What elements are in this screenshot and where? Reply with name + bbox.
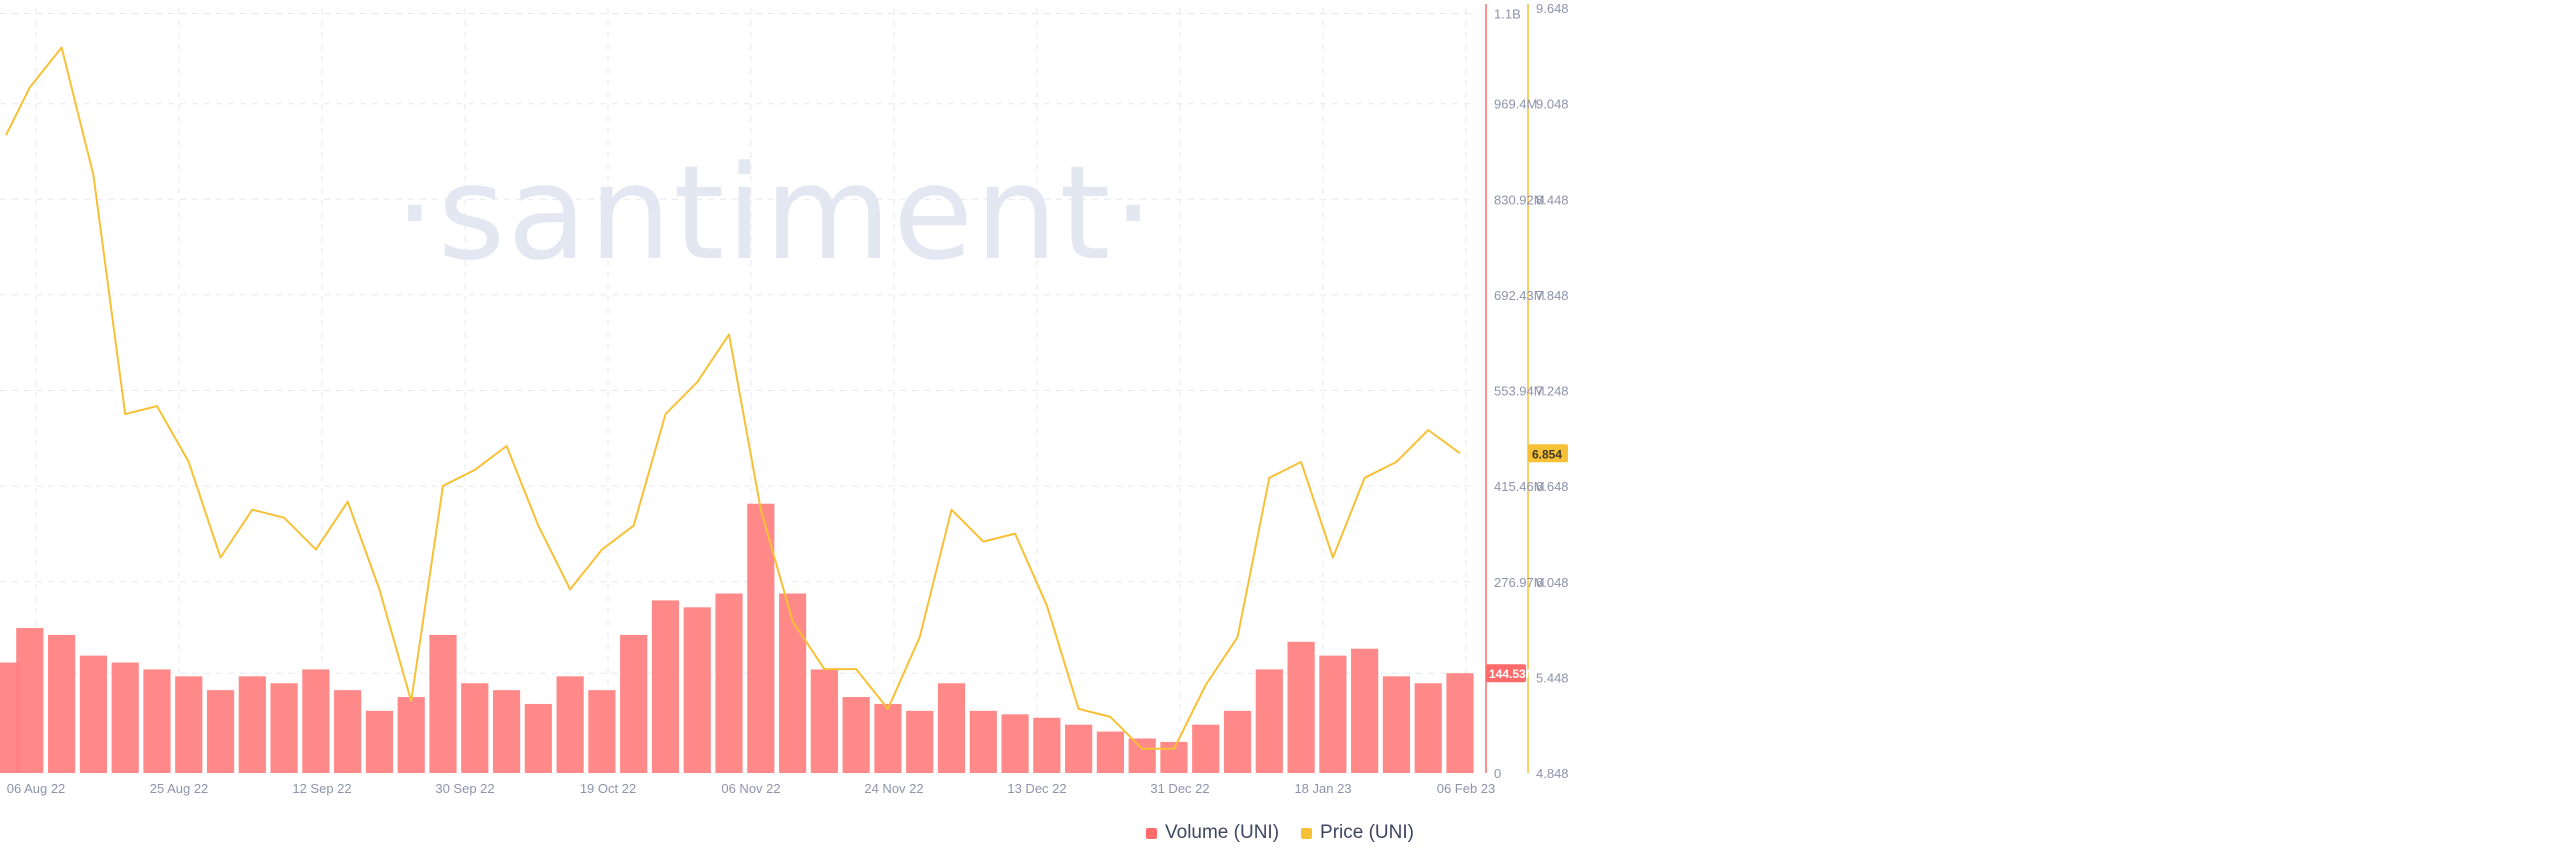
- volume-bar: [397, 697, 425, 773]
- volume-bar: [810, 669, 838, 773]
- volume-bar: [16, 628, 44, 773]
- volume-bar: [1446, 673, 1474, 773]
- price-current-badge: [1528, 444, 1568, 463]
- volume-bar: [270, 683, 298, 773]
- volume-bar: [206, 690, 235, 773]
- volume-bar: [429, 634, 457, 773]
- volume-bar: [1001, 714, 1029, 773]
- legend-label-volume: Volume (UNI): [1165, 822, 1280, 843]
- volume-bar: [48, 634, 76, 773]
- volume-bar: [1319, 655, 1347, 773]
- volume-bar: [1033, 717, 1061, 773]
- x-tick-label: 30 Sep 22: [435, 781, 494, 796]
- price-current-value: 6.854: [1532, 447, 1562, 461]
- x-tick-label: 13 Dec 22: [1007, 781, 1066, 796]
- price-axis-tick: 7.248: [1536, 384, 1569, 399]
- volume-bar: [874, 703, 902, 773]
- volume-bar: [1128, 738, 1156, 773]
- volume-axis-tick: 415.46M: [1494, 479, 1545, 494]
- x-tick-label: 18 Jan 23: [1294, 781, 1351, 796]
- x-tick-label: 12 Sep 22: [292, 781, 351, 796]
- legend-item-volume[interactable]: Volume (UNI): [1146, 822, 1279, 844]
- volume-current-badge: [1486, 664, 1526, 683]
- volume-current-value: 144.53M: [1489, 667, 1536, 681]
- volume-bar: [1223, 710, 1252, 773]
- volume-bar: [1351, 648, 1379, 773]
- volume-bar: [461, 683, 489, 773]
- volume-bar: [524, 703, 552, 773]
- volume-axis-tick: 276.97M: [1494, 575, 1545, 590]
- legend-label-price: Price (UNI): [1320, 822, 1414, 843]
- volume-axis-tick: 969.4M: [1494, 97, 1537, 112]
- volume-axis-tick: 692.43M: [1494, 288, 1545, 303]
- volume-bar: [683, 607, 711, 773]
- price-axis-tick: 6.648: [1536, 479, 1569, 494]
- volume-bar: [1414, 683, 1442, 773]
- x-tick-label: 25 Aug 22: [150, 781, 209, 796]
- price-axis-tick: 9.648: [1536, 1, 1569, 16]
- volume-bar: [937, 683, 966, 773]
- volume-bar: [302, 669, 330, 773]
- x-tick-label: 06 Aug 22: [7, 781, 66, 796]
- volume-bar: [778, 593, 807, 773]
- volume-axis-tick: 830.92M: [1494, 192, 1545, 207]
- price-line: [5, 46, 1461, 750]
- volume-bar: [1160, 741, 1188, 773]
- volume-bar: [1192, 724, 1220, 773]
- volume-bar: [747, 503, 775, 773]
- volume-bar: [492, 690, 521, 773]
- volume-bar: [969, 710, 997, 773]
- chart-legend: Volume (UNI) Price (UNI): [0, 818, 2560, 848]
- price-axis-tick: 7.848: [1536, 288, 1569, 303]
- x-tick-label: 24 Nov 22: [864, 781, 923, 796]
- volume-bar: [143, 669, 171, 773]
- price-axis-tick: 9.048: [1536, 97, 1569, 112]
- volume-bar: [1287, 641, 1315, 773]
- volume-bar: [0, 662, 20, 773]
- volume-bar: [1255, 669, 1283, 773]
- volume-bar: [651, 600, 680, 773]
- volume-axis-tick: 553.94M: [1494, 384, 1545, 399]
- volume-axis-tick: 0: [1494, 766, 1501, 781]
- volume-bar: [1096, 731, 1125, 773]
- price-axis-tick: 4.848: [1536, 766, 1569, 781]
- x-tick-label: 06 Nov 22: [721, 781, 780, 796]
- price-axis-tick: 8.448: [1536, 192, 1569, 207]
- volume-bar: [1065, 724, 1093, 773]
- volume-bar: [175, 676, 203, 773]
- volume-legend-swatch: [1146, 827, 1157, 839]
- volume-bar: [842, 697, 870, 773]
- volume-bar: [334, 690, 362, 773]
- x-tick-label: 31 Dec 22: [1150, 781, 1209, 796]
- legend-item-price[interactable]: Price (UNI): [1301, 822, 1414, 844]
- volume-bar: [715, 593, 743, 773]
- volume-bar: [111, 662, 139, 773]
- santiment-watermark: ·santiment·: [394, 137, 1156, 289]
- price-legend-swatch: [1301, 827, 1313, 839]
- volume-bar: [79, 655, 107, 773]
- volume-bar: [588, 690, 616, 773]
- volume-bar: [365, 710, 394, 773]
- price-axis-tick: 6.048: [1536, 575, 1569, 590]
- volume-bar: [906, 710, 934, 773]
- volume-bar: [556, 676, 584, 773]
- volume-bar: [1382, 676, 1411, 773]
- volume-bar: [238, 676, 266, 773]
- volume-bar: [620, 634, 648, 773]
- x-tick-label: 06 Feb 23: [1437, 781, 1496, 796]
- volume-axis-tick: 1.1B: [1494, 7, 1521, 22]
- price-axis-tick: 5.448: [1536, 670, 1569, 685]
- x-tick-label: 19 Oct 22: [580, 781, 636, 796]
